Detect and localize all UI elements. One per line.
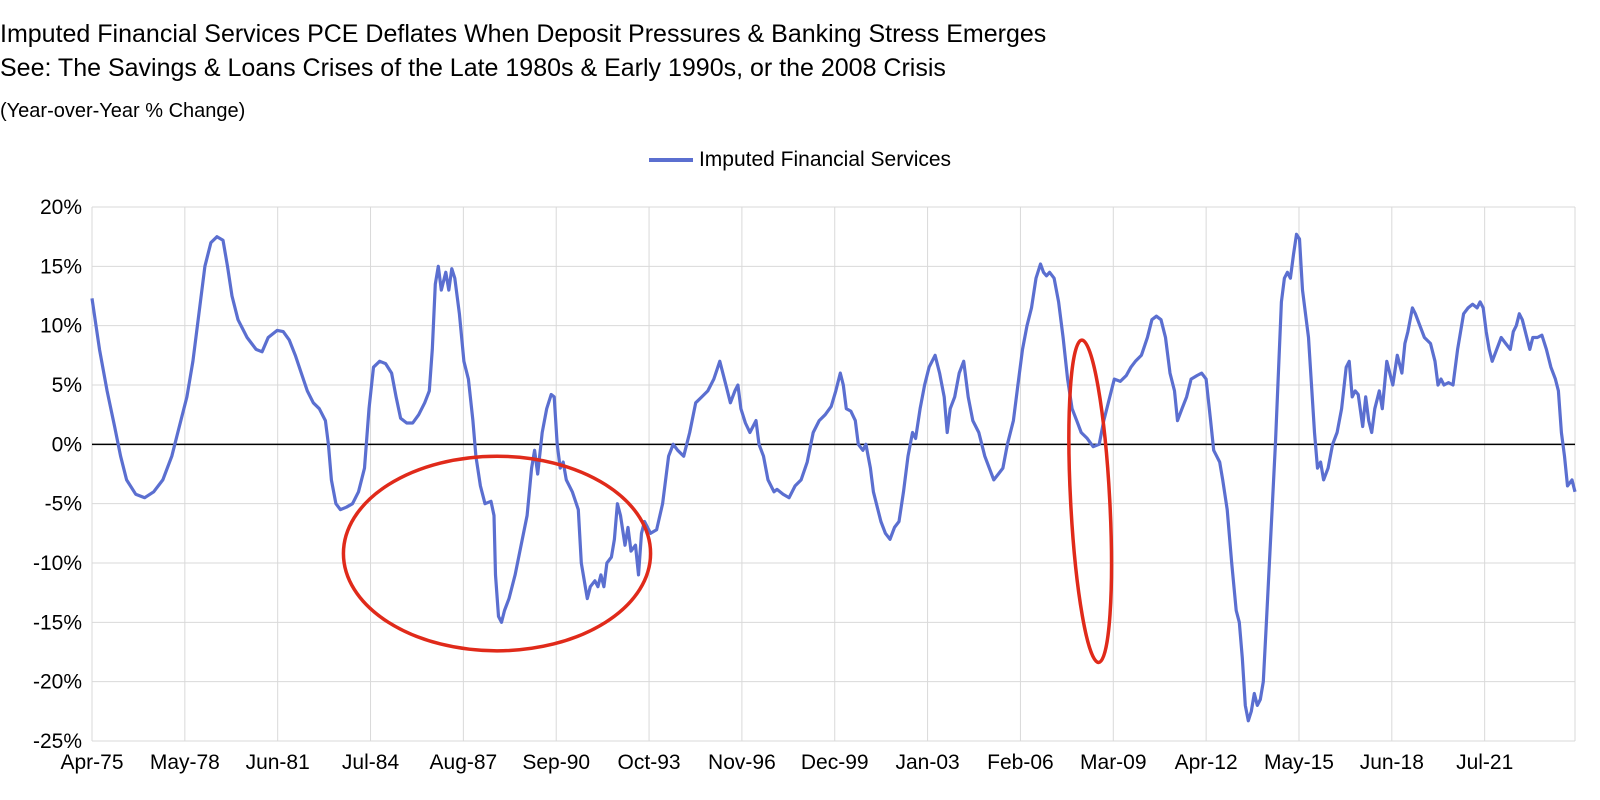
y-tick-label: 15% (40, 255, 82, 278)
x-tick-label: May-78 (150, 751, 220, 774)
x-tick-label: Feb-06 (987, 751, 1054, 774)
x-tick-label: Jun-81 (246, 751, 310, 774)
chart-note: (Year-over-Year % Change) (0, 100, 246, 122)
legend-swatch-imputed-financial-services (648, 158, 693, 163)
x-tick-label: Nov-96 (708, 751, 776, 774)
series-line-imputed-financial-services (90, 232, 1577, 723)
legend-entry-imputed-financial-services: Imputed Financial Services (698, 148, 952, 171)
x-tick-label: Jul-84 (342, 751, 400, 774)
y-tick-label: -20% (33, 671, 82, 694)
x-tick-label: Sep-90 (522, 751, 590, 774)
annotation-ellipse-2008-crisis (1067, 338, 1114, 665)
x-tick-label: Jun-18 (1360, 751, 1424, 774)
x-tick-label: Mar-09 (1080, 751, 1147, 774)
y-tick-label: -25% (33, 730, 82, 753)
chart-title: Imputed Financial Services PCE Deflates … (0, 20, 1047, 48)
y-tick-label: 5% (52, 374, 82, 397)
x-tick-label: Dec-99 (801, 751, 869, 774)
grid-lines (91, 206, 1576, 742)
annotation-layer (341, 338, 1114, 665)
annotation-ellipse-savings-and-loans-crisis (341, 454, 653, 653)
y-tick-label: 10% (40, 315, 82, 338)
y-tick-label: 20% (40, 196, 82, 219)
x-tick-label: Jan-03 (895, 751, 959, 774)
x-tick-label: Apr-12 (1175, 751, 1238, 774)
chart-subtitle: See: The Savings & Loans Crises of the L… (0, 54, 946, 82)
x-axis-ticks: Apr-75 May-78 Jun-81 Jul-84 Aug-87 Sep-90 Oct-… (60, 751, 1513, 774)
x-tick-label: Oct-93 (618, 751, 681, 774)
y-axis-ticks: 20% 15% 10% 5% 0% -5% -10% -15% -20% -25% (33, 196, 82, 753)
x-tick-label: Aug-87 (430, 751, 498, 774)
y-tick-label: 0% (52, 433, 82, 456)
chart-legend: Imputed Financial Services (0, 148, 1600, 172)
x-tick-label: May-15 (1264, 751, 1334, 774)
y-tick-label: -5% (45, 493, 82, 516)
y-tick-label: -10% (33, 552, 82, 575)
x-tick-label: Jul-21 (1456, 751, 1513, 774)
x-tick-label: Apr-75 (60, 751, 123, 774)
y-tick-label: -15% (33, 611, 82, 634)
